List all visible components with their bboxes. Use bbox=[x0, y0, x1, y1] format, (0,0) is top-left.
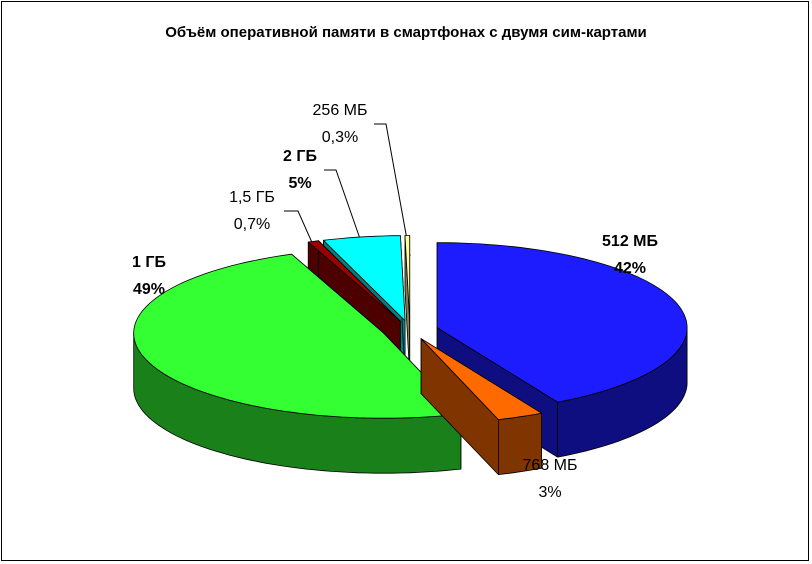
leader-line bbox=[374, 123, 411, 257]
slice bbox=[420, 338, 542, 420]
chart-title: Объём оперативной памяти в смартфонах с … bbox=[165, 24, 647, 41]
leaders bbox=[284, 123, 411, 257]
data-label-value: 3% bbox=[538, 484, 561, 501]
leader-line bbox=[284, 210, 319, 257]
data-label-name: 256 МБ bbox=[313, 102, 368, 119]
data-label-name: 2 ГБ bbox=[283, 148, 317, 165]
slice bbox=[307, 240, 401, 322]
pie bbox=[133, 235, 688, 475]
data-label-value: 5% bbox=[288, 175, 311, 192]
data-label-name: 1,5 ГБ bbox=[229, 189, 275, 206]
data-label-value: 49% bbox=[133, 281, 165, 298]
data-label-name: 768 МБ bbox=[523, 457, 578, 474]
data-label-value: 42% bbox=[614, 260, 646, 277]
data-label-name: 1 ГБ bbox=[132, 254, 166, 271]
slice bbox=[323, 235, 406, 321]
slice bbox=[404, 235, 411, 321]
leader-line bbox=[324, 169, 366, 254]
data-label-name: 512 МБ bbox=[602, 233, 658, 250]
data-label-value: 0,3% bbox=[322, 129, 358, 146]
data-label-value: 0,7% bbox=[234, 216, 270, 233]
slice bbox=[436, 242, 688, 403]
slice bbox=[133, 253, 462, 419]
